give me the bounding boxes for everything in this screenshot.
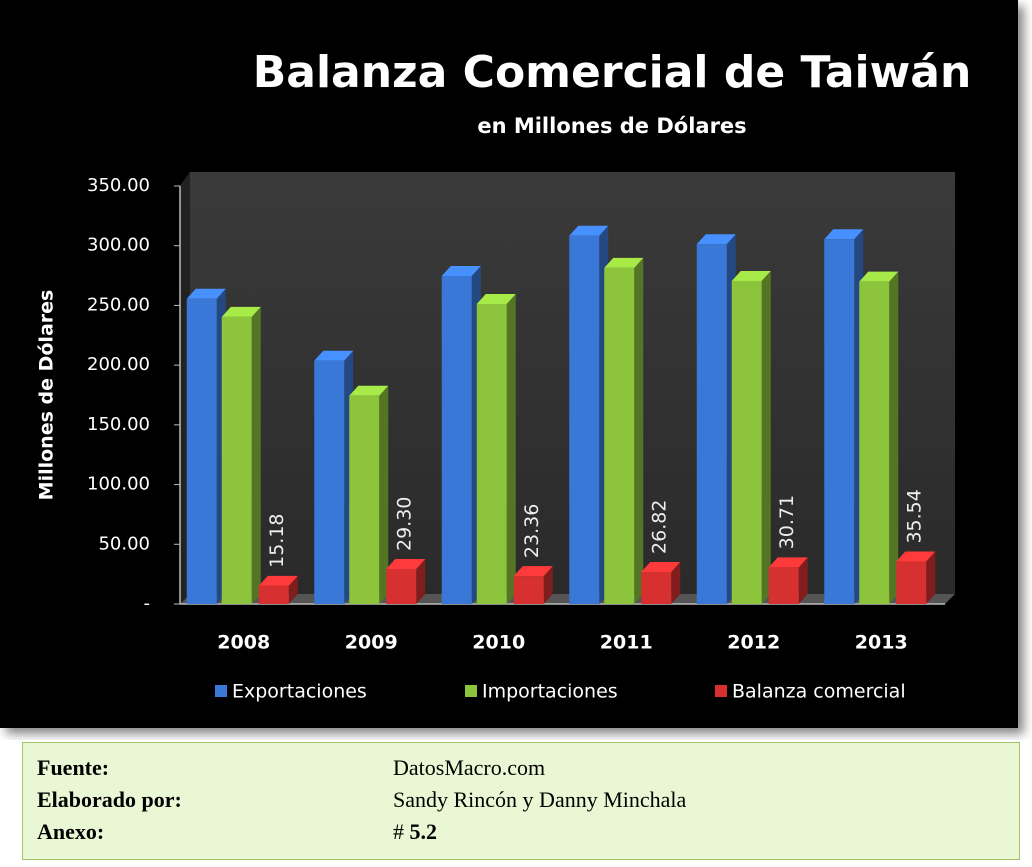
bar-top [186, 288, 226, 299]
y-tick-label: 300.00 [87, 235, 150, 256]
legend-swatch [215, 685, 227, 697]
footer-label: Fuente: [37, 755, 110, 780]
bar [441, 276, 472, 604]
y-tick-label: 200.00 [87, 354, 150, 375]
bar-top [314, 350, 354, 361]
data-label: 35.54 [904, 489, 926, 543]
bar [386, 569, 417, 604]
bar [859, 281, 890, 604]
bar-side [543, 566, 553, 604]
data-label: 15.18 [266, 513, 288, 567]
legend-label: Importaciones [482, 681, 618, 703]
bar-side [251, 306, 261, 604]
data-label: 29.30 [394, 497, 416, 551]
footer: Fuente: DatosMacro.com Elaborado por: Sa… [22, 742, 1020, 860]
bar [604, 267, 635, 604]
bar-top [896, 551, 936, 562]
bar-top [768, 557, 808, 568]
bar-top [604, 257, 644, 268]
bar-top [641, 561, 681, 572]
legend-label: Exportaciones [232, 681, 367, 703]
chart-subtitle: en Millones de Dólares [477, 114, 746, 138]
annex-prefix: # [393, 819, 404, 844]
bar-side [506, 293, 516, 604]
bar [768, 567, 799, 604]
bar [696, 244, 727, 605]
y-axis-label: Millones de Dólares [36, 290, 58, 501]
bar-side [379, 385, 389, 604]
bar [476, 303, 507, 604]
data-label: 23.36 [521, 504, 543, 558]
x-tick-label: 2012 [727, 632, 780, 654]
bar-side [634, 257, 644, 604]
bar-top [696, 234, 736, 245]
bar [896, 561, 927, 604]
data-label: 26.82 [649, 500, 671, 554]
bar-top [441, 266, 481, 277]
bar [349, 395, 380, 604]
bar-top [859, 271, 899, 282]
legend-label: Balanza comercial [732, 681, 906, 703]
y-tick-label: 150.00 [87, 414, 150, 435]
bar-top [221, 306, 261, 317]
legend-swatch [715, 685, 727, 697]
chart: Balanza Comercial de Taiwán en Millones … [0, 0, 1024, 734]
bar [186, 298, 217, 604]
y-tick-label: 50.00 [98, 533, 150, 554]
bar [731, 280, 762, 604]
bar-side [798, 557, 808, 604]
footer-value: # 5.2 [393, 817, 437, 847]
bar-top [258, 575, 298, 586]
x-tick-label: 2013 [855, 632, 908, 654]
bar [221, 316, 252, 604]
bar-side [889, 271, 899, 604]
y-tick-label: - [144, 593, 151, 614]
bar-top [476, 293, 516, 304]
y-tick-label: 250.00 [87, 294, 150, 315]
bar [314, 360, 345, 604]
x-tick-label: 2009 [345, 632, 398, 654]
x-tick-label: 2010 [472, 632, 525, 654]
bar-top [386, 559, 426, 570]
footer-value: DatosMacro.com [393, 755, 546, 780]
bar-top [513, 566, 553, 577]
bar [641, 571, 672, 604]
bar [824, 239, 855, 604]
bar-side [416, 559, 426, 604]
bar-top [731, 270, 771, 281]
footer-label: Anexo: [37, 819, 105, 844]
legend-swatch [465, 685, 477, 697]
footer-label: Elaborado por: [37, 787, 182, 812]
bar [513, 576, 544, 604]
bar-side [288, 575, 298, 604]
footer-value: Sandy Rincón y Danny Minchala [393, 787, 687, 812]
bar-side [671, 561, 681, 604]
bar-side [926, 551, 936, 604]
bar [258, 585, 289, 604]
y-tick-label: 350.00 [87, 175, 150, 196]
y-tick-label: 100.00 [87, 474, 150, 495]
bar-top [569, 225, 609, 236]
x-tick-label: 2011 [600, 632, 653, 654]
x-tick-label: 2008 [217, 632, 270, 654]
chart-title: Balanza Comercial de Taiwán [253, 47, 972, 98]
annex-number: 5.2 [409, 819, 438, 844]
bar-top [349, 385, 389, 396]
bar-side [761, 270, 771, 604]
data-label: 30.71 [776, 495, 798, 549]
bar-top [824, 229, 864, 240]
bar [569, 235, 600, 605]
